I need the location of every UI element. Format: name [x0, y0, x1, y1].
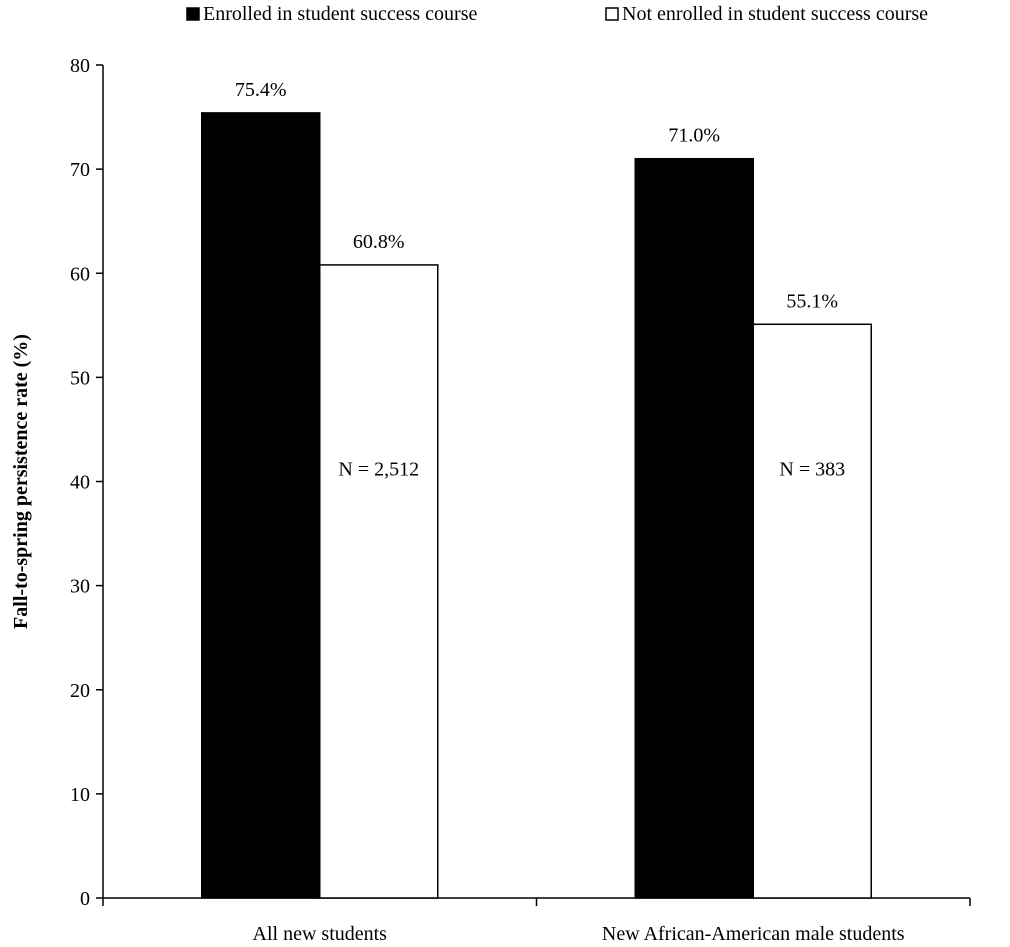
- legend-swatch: [186, 7, 200, 21]
- bar-value-label: 75.4%: [235, 79, 287, 101]
- bar-n-label: N = 2,512: [338, 459, 419, 481]
- bar-value-label: 71.0%: [668, 125, 720, 147]
- bar-n-label: N = 383: [779, 459, 845, 481]
- y-tick-label: 30: [70, 576, 90, 598]
- bar: [201, 112, 321, 899]
- bar: [319, 264, 439, 899]
- y-axis: 0 10 20 30 40 50 60 70 80 Fall-to-spring persiste…: [10, 55, 104, 910]
- bar-value-label: 55.1%: [786, 290, 838, 312]
- y-tick-label: 60: [70, 263, 90, 285]
- legend-label: Not enrolled in student success course: [622, 3, 928, 25]
- bar-n-label: N = 31: [666, 354, 722, 376]
- y-tick-label: 80: [70, 55, 90, 77]
- x-category-label: New African-American male students: [602, 923, 905, 945]
- y-tick-label: 10: [70, 784, 90, 806]
- y-tick-label: 20: [70, 680, 90, 702]
- x-axis: All new students New African-American mal…: [102, 897, 971, 945]
- data-labels: 75.4% N = 167 71.0% N = 31 60.8% N = 2,512 55.…: [228, 79, 845, 481]
- bar-value-label: 60.8%: [353, 231, 405, 253]
- legend-swatch: [605, 7, 619, 21]
- bar-n-label: N = 167: [228, 354, 294, 376]
- x-category-label: All new students: [253, 923, 388, 945]
- y-tick-label: 70: [70, 159, 90, 181]
- bars: [201, 112, 872, 899]
- bar: [752, 323, 872, 899]
- legend-label: Enrolled in student success course: [203, 3, 477, 25]
- legend: Enrolled in student success course Not en…: [186, 3, 928, 25]
- bar: [634, 157, 754, 899]
- y-tick-label: 0: [80, 888, 90, 910]
- y-tick-label: 50: [70, 367, 90, 389]
- y-tick-label: 40: [70, 472, 90, 494]
- y-axis-title: Fall-to-spring persistence rate (%): [10, 334, 32, 629]
